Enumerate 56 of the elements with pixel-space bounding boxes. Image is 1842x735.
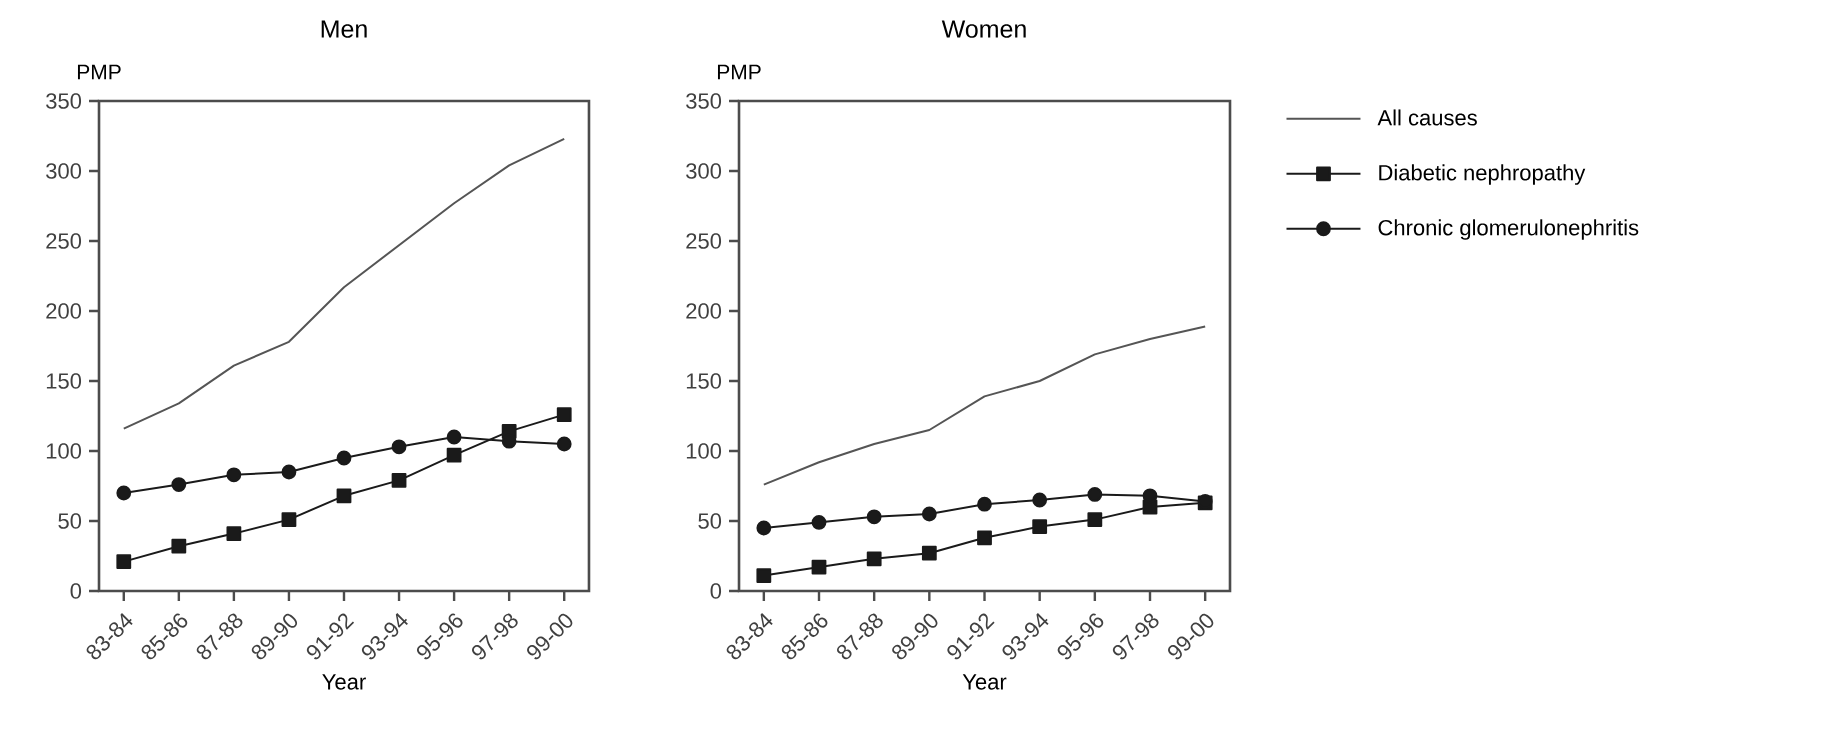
y-tick-label: 350 — [46, 93, 82, 109]
point — [281, 512, 297, 527]
y-tick-label: 100 — [686, 443, 722, 459]
y-tick-label: 150 — [686, 373, 722, 389]
point — [226, 467, 242, 483]
chart-title: Women — [941, 20, 1026, 38]
chart-title: Men — [321, 20, 367, 38]
point — [1032, 519, 1048, 534]
y-tick-label: 0 — [70, 583, 82, 599]
point — [811, 515, 827, 530]
point — [391, 439, 407, 455]
point — [116, 485, 132, 501]
point — [921, 545, 937, 561]
point — [977, 496, 992, 512]
point — [1087, 487, 1103, 502]
point — [866, 509, 882, 525]
point — [116, 554, 132, 569]
legend-label: Diabetic nephropathy — [1379, 164, 1586, 185]
y-axis-title: PMP — [717, 64, 761, 80]
y-tick-label: 300 — [686, 163, 722, 179]
y-tick-label: 100 — [46, 443, 82, 459]
point — [391, 473, 407, 488]
point — [977, 530, 992, 546]
point — [446, 447, 462, 463]
point — [171, 538, 187, 554]
x-axis-title: Year — [322, 674, 366, 690]
y-tick-label: 250 — [46, 233, 82, 249]
legend-label: All causes — [1377, 109, 1477, 126]
y-tick-label: 0 — [710, 583, 722, 599]
point — [281, 464, 297, 480]
point — [336, 450, 352, 466]
point — [1087, 512, 1103, 527]
legend-label: Chronic glomerulonephritis — [1378, 219, 1639, 240]
point — [336, 488, 352, 504]
point — [1032, 492, 1048, 508]
point — [921, 506, 937, 522]
point — [811, 559, 827, 575]
x-axis-title: Year — [962, 674, 1007, 690]
y-axis-title: PMP — [77, 64, 121, 80]
point — [866, 551, 882, 567]
point — [171, 477, 187, 492]
point — [756, 568, 772, 583]
y-tick-label: 150 — [46, 373, 82, 389]
y-tick-label: 300 — [46, 163, 82, 179]
point — [226, 526, 242, 541]
point — [446, 429, 462, 445]
y-tick-label: 200 — [46, 303, 82, 319]
point — [756, 520, 772, 536]
line-series — [762, 325, 1207, 486]
point — [556, 407, 572, 422]
y-tick-label: 350 — [686, 93, 722, 109]
y-tick-label: 250 — [686, 233, 722, 249]
y-tick-label: 50 — [58, 513, 82, 529]
y-tick-label: 50 — [698, 513, 722, 529]
y-tick-label: 200 — [686, 303, 722, 319]
point — [556, 436, 572, 452]
